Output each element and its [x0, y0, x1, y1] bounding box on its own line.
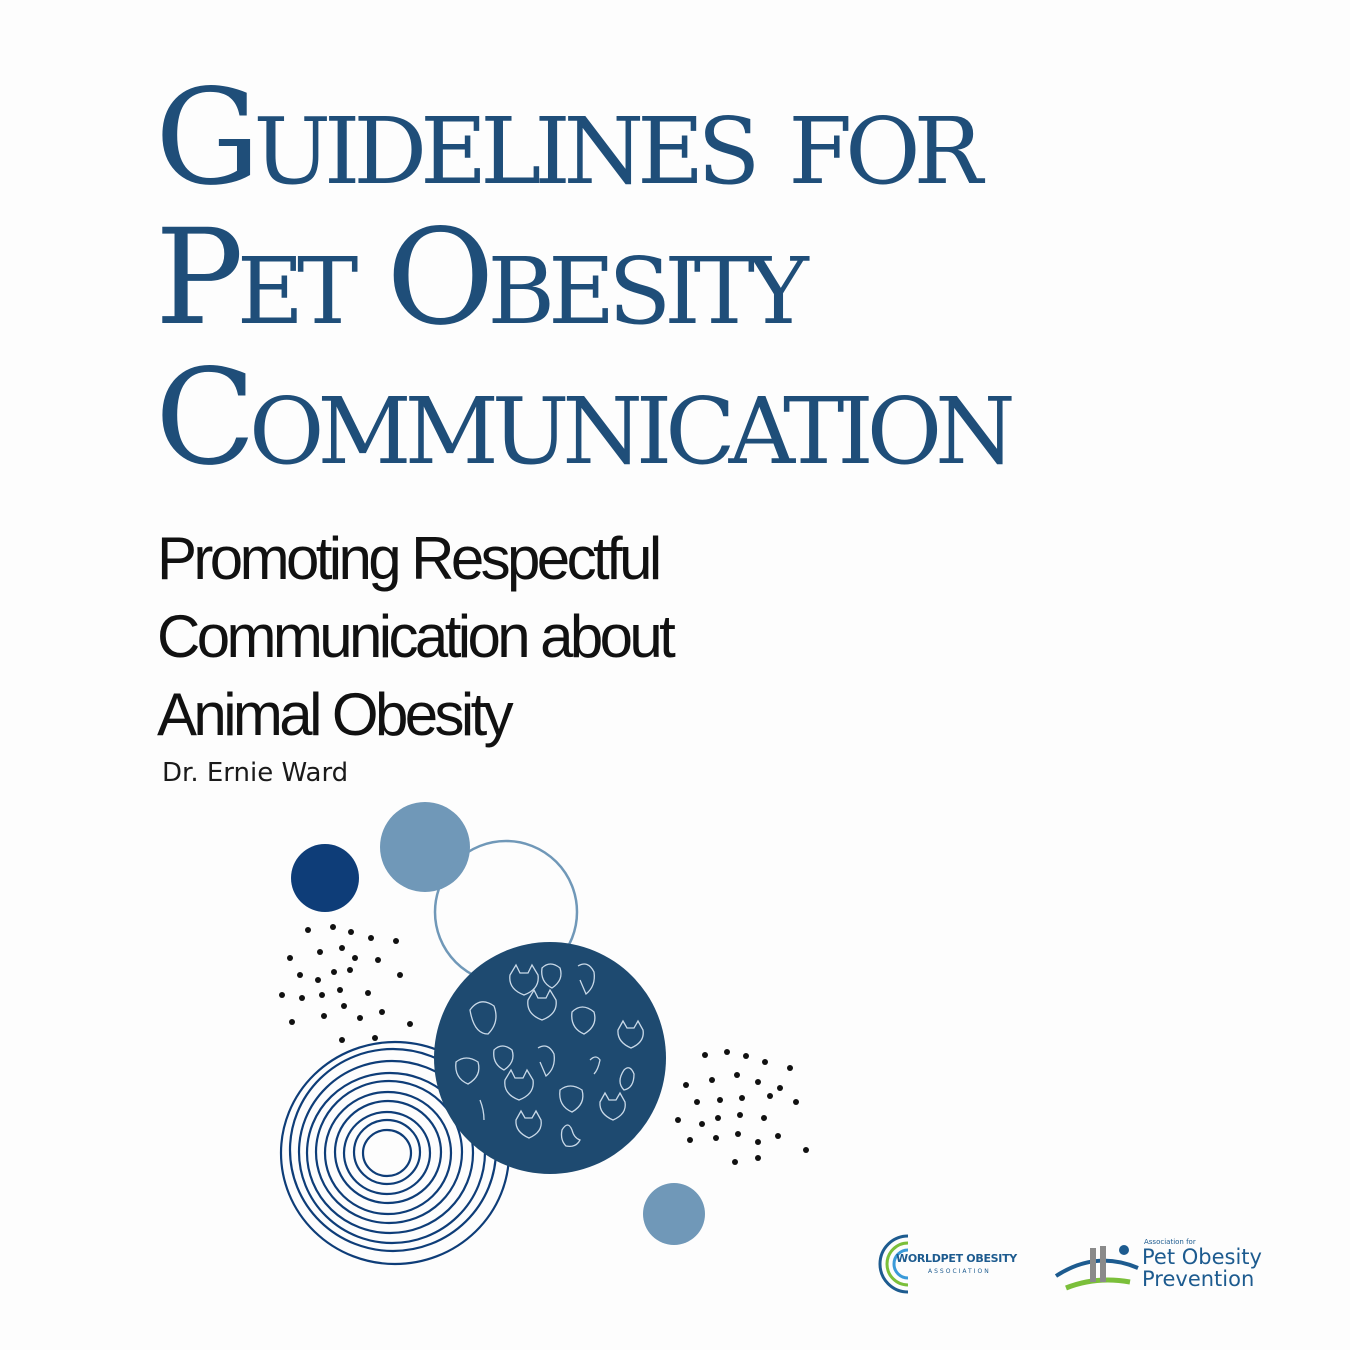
title-line-3: Communication	[155, 341, 1016, 495]
apop-animals-icon	[1054, 1245, 1139, 1291]
animal-line-art	[455, 963, 644, 1148]
dark-blue-dot	[291, 844, 359, 912]
document-title: Guidelines for Pet Obesity Communication	[155, 61, 1016, 495]
subtitle-line-2: Communication about	[157, 603, 676, 670]
wpoa-ring-icon	[878, 1234, 909, 1294]
author-name: Dr. Ernie Ward	[162, 758, 349, 788]
steel-blue-circle-bottom	[643, 1183, 705, 1245]
apop-line-1: Pet Obesity	[1142, 1245, 1262, 1269]
dot-cluster-left	[279, 924, 413, 1043]
apop-line-2: Prevention	[1142, 1267, 1255, 1291]
title-line-2: Pet Obesity	[155, 201, 809, 355]
document-subtitle: Promoting Respectful Communication about…	[157, 520, 676, 754]
subtitle-line-3: Animal Obesity	[157, 681, 514, 748]
subtitle-line-1: Promoting Respectful	[157, 525, 662, 592]
dot-cluster-right	[675, 1049, 809, 1165]
wpoa-subtitle: ASSOCIATION	[928, 1268, 991, 1275]
apop-small-text: Association for	[1144, 1238, 1196, 1246]
steel-blue-circle-top	[380, 802, 470, 892]
wpoa-name: WORLDPET OBESITY	[896, 1252, 1017, 1265]
animal-pattern-circle	[434, 942, 666, 1174]
title-line-1: Guidelines for	[155, 61, 983, 215]
apop-name: Pet Obesity Prevention	[1142, 1246, 1262, 1290]
world-pet-obesity-association-logo: WORLDPET OBESITY ASSOCIATION	[868, 1228, 1038, 1300]
apop-logo: Association for Pet Obesity Prevention	[1052, 1232, 1292, 1302]
